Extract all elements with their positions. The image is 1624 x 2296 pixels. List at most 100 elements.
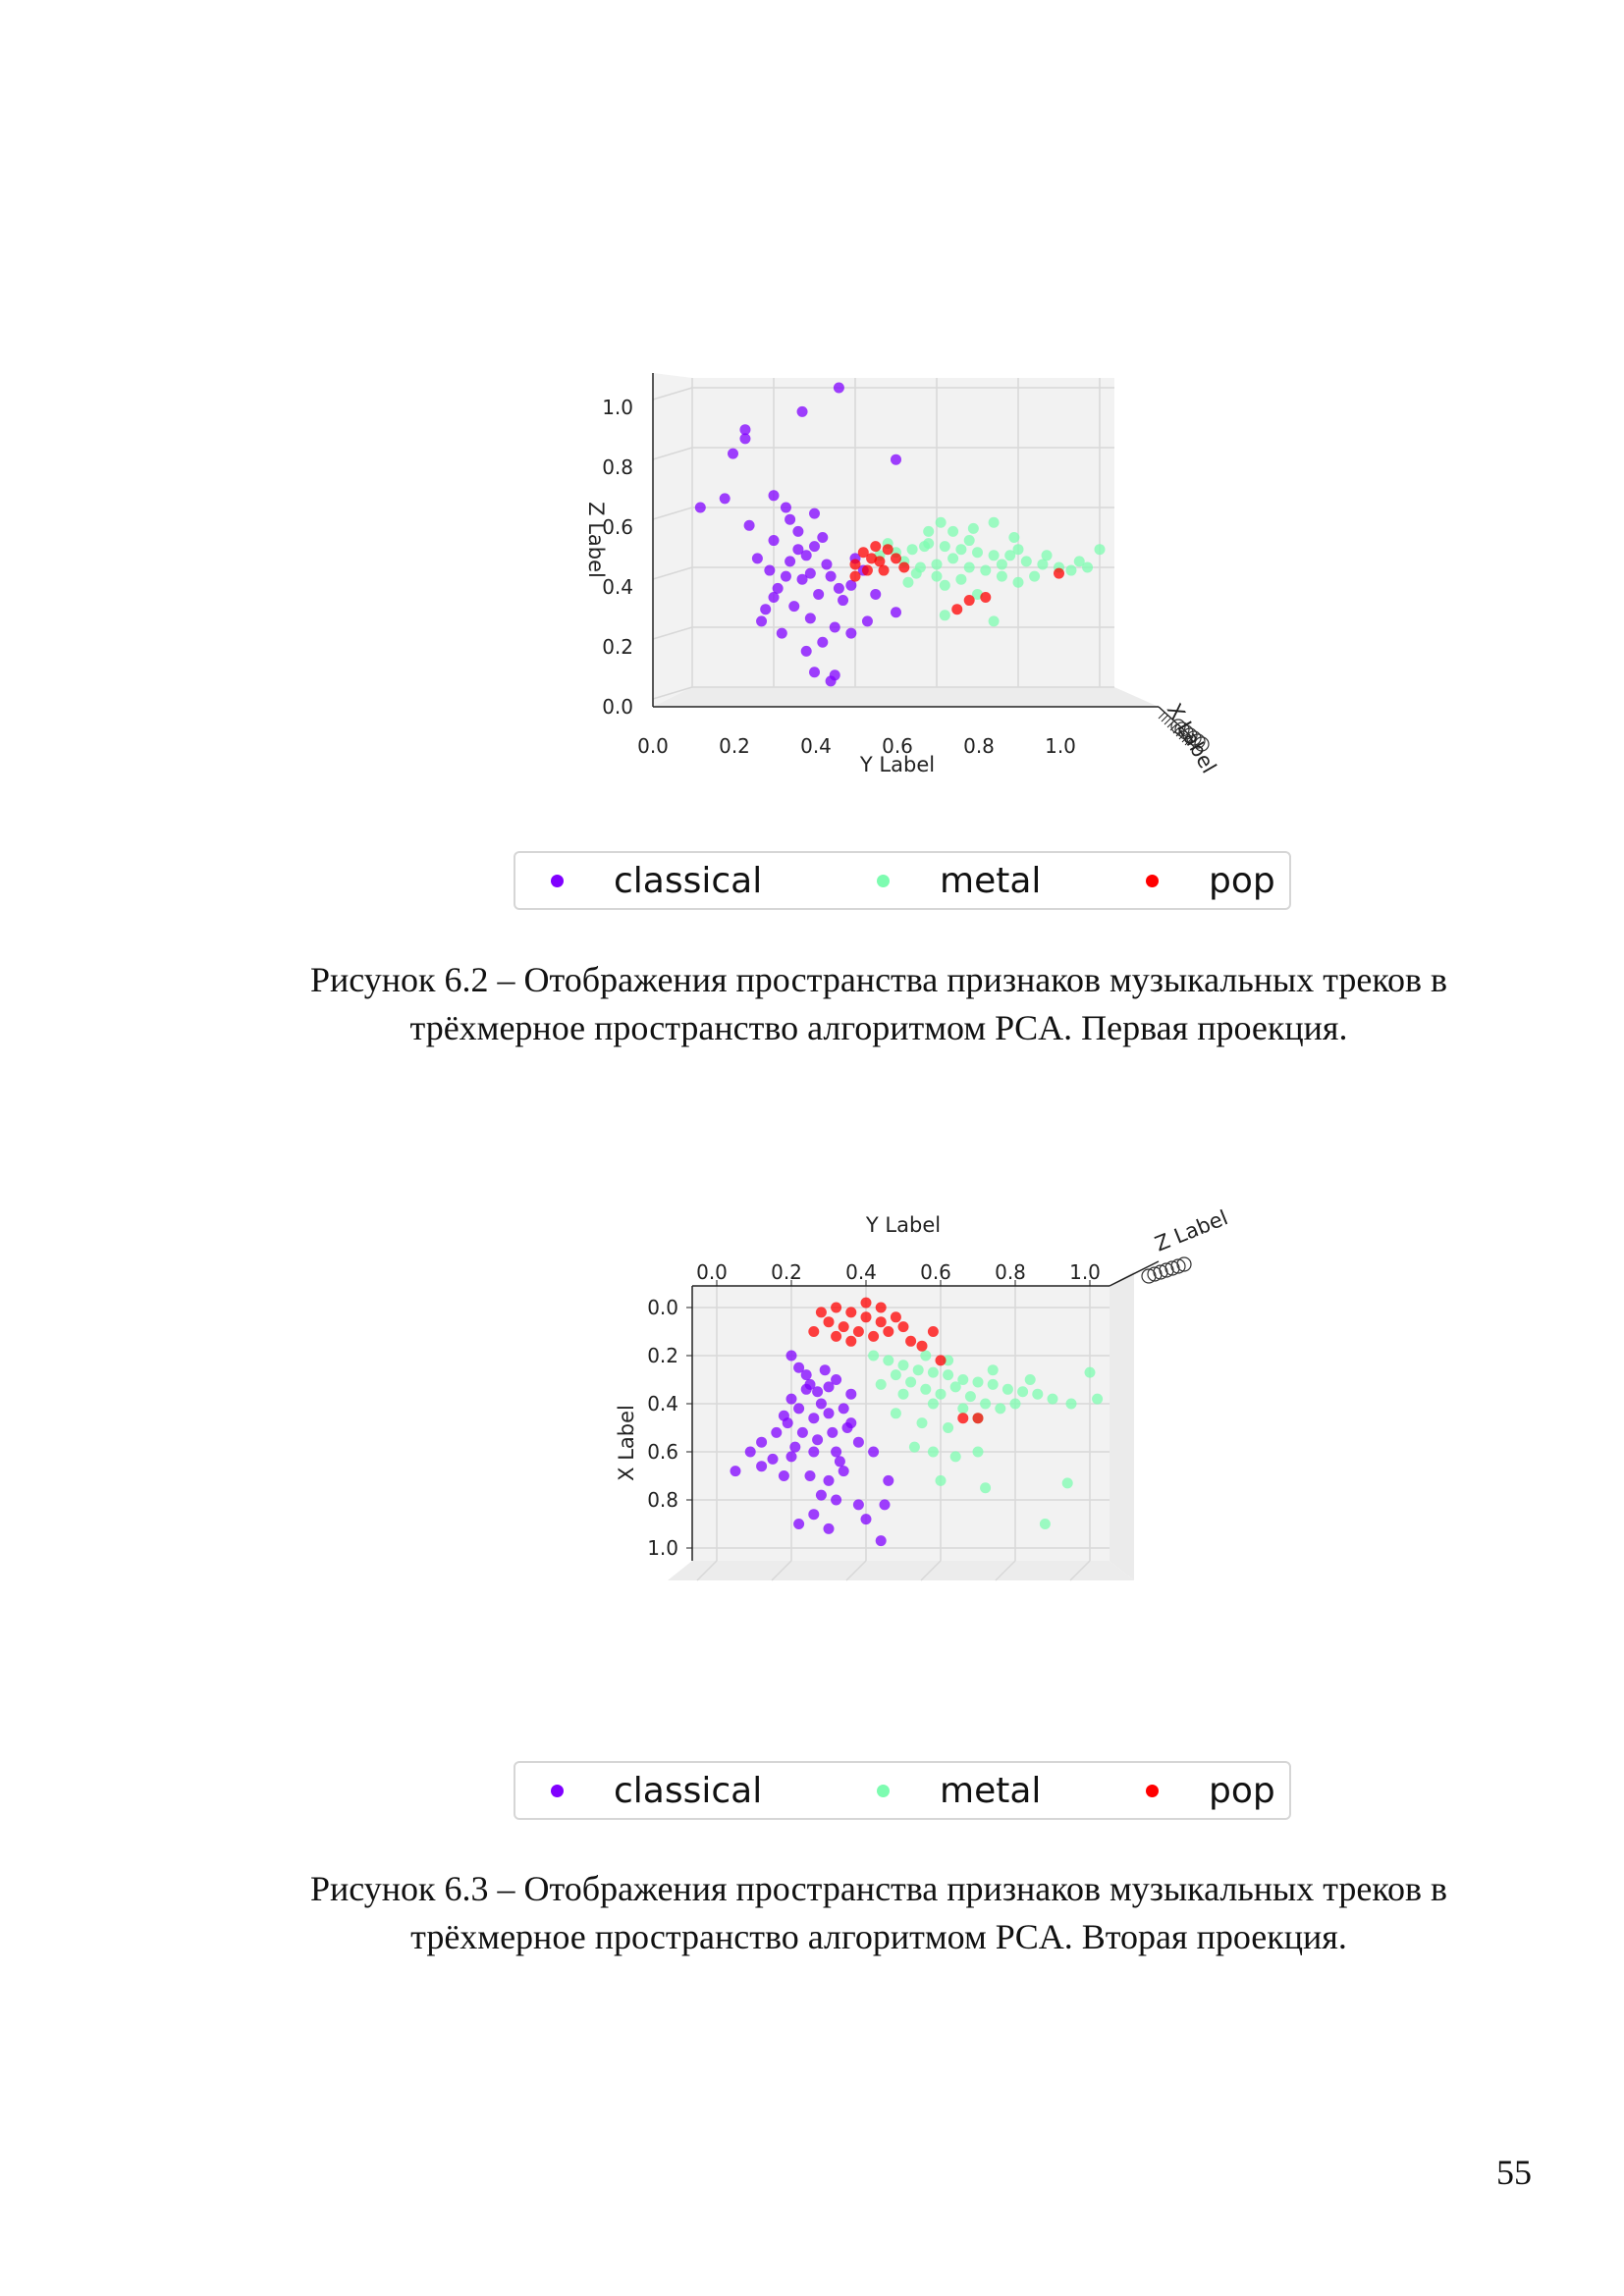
figure-1-y-tick-label: 1.0 [602, 396, 633, 419]
figure-1-point-classical [891, 607, 901, 618]
legend-label-metal: metal [940, 860, 1042, 901]
figure-1-point-classical [809, 507, 820, 519]
figure-2-point-metal [957, 1374, 969, 1385]
figure-1-y-tick-label: 0.8 [602, 455, 633, 479]
figure-1-point-classical [804, 567, 816, 579]
figure-1-z-tick-label-overlap [1178, 724, 1194, 740]
figure-1-point-metal [1037, 559, 1049, 570]
figure-2-point-classical [756, 1436, 768, 1448]
figure-1-point-classical [768, 592, 780, 603]
figure-2-point-pop [808, 1326, 820, 1337]
figure-2-point-pop [875, 1302, 887, 1313]
figure-2-x-tick-label: 0.4 [845, 1260, 877, 1284]
figure-2-z-tick-label-overlap [1159, 1262, 1174, 1278]
figure-2-gridline-floor [1069, 1560, 1091, 1581]
figure-1-point-metal [980, 564, 992, 576]
figure-2-gridline-floor [845, 1560, 867, 1581]
figure-2-gridline-floor [920, 1560, 942, 1581]
figure-1-point-classical [785, 556, 796, 567]
figure-2-gridline-floor [771, 1560, 792, 1581]
figure-2-point-pop [860, 1297, 872, 1308]
figure-1-point-classical [870, 588, 882, 600]
figure-1-point-classical [804, 613, 816, 624]
figure-1-x-axis-label: Y Label [859, 753, 935, 776]
figure-1-point-metal [931, 570, 943, 582]
figure-1-point-metal [1004, 550, 1016, 561]
figure-1-point-metal [996, 570, 1007, 582]
figure-1-point-metal [906, 544, 918, 556]
figure-1-point-pop [951, 604, 963, 615]
legend-label-classical: classical [614, 1770, 763, 1811]
figure-1-point-metal [1012, 544, 1024, 556]
figure-1-point-pop [882, 544, 893, 556]
figure-2-z-axis-label: Z Label [1152, 1205, 1231, 1255]
figure-2-point-classical [812, 1386, 824, 1398]
figure-2-point-classical [860, 1514, 872, 1525]
figure-2-point-pop [831, 1330, 842, 1342]
figure-2-point-pop [897, 1321, 909, 1333]
figure-2-point-metal [949, 1381, 961, 1393]
figure-2-y-tick-label: 0.8 [647, 1488, 678, 1512]
figure-1-point-metal [963, 535, 975, 547]
figure-2-point-pop [845, 1307, 857, 1318]
figure-2-point-classical [800, 1369, 812, 1381]
figure-1-point-metal [955, 573, 967, 585]
figure-1-z-tick-label-overlap [1194, 736, 1210, 752]
figure-1-point-metal [935, 516, 947, 528]
figure-2-plot: 0.0 0.2 0.4 0.6 0.8 1.0 0.0 0.2 0.4 0.6 0.8 1.0 Y … [615, 1205, 1231, 1581]
figure-1-caption-line-2: трёхмерное пространство алгоритмом PCA. … [409, 1008, 1348, 1047]
figure-1-point-classical [861, 615, 873, 627]
figure-2-point-classical [823, 1381, 835, 1393]
figure-2-point-classical [819, 1364, 831, 1376]
figure-2-x-tick-label: 0.2 [771, 1260, 802, 1284]
legend-item-classical: classical [551, 853, 762, 908]
figure-2-point-pop [916, 1340, 928, 1352]
figure-2-point-pop [957, 1413, 969, 1424]
figure-2-x-axis-label: Y Label [865, 1213, 941, 1237]
legend-marker-classical [551, 874, 564, 887]
figure-2-point-classical [812, 1434, 824, 1446]
figure-2-point-metal [1001, 1383, 1013, 1395]
legend-marker-metal [877, 874, 890, 887]
figure-1-point-metal [963, 561, 975, 573]
figure-1-gridline-side [652, 626, 693, 640]
figure-2-point-classical [804, 1470, 816, 1481]
figure-1-point-classical [796, 573, 808, 585]
figure-1-x-tick-label: 0.6 [882, 734, 913, 758]
figure-1-point-pop [891, 553, 901, 564]
figure-1-y-axis-label: Z Label [584, 502, 608, 578]
figure-2-point-pop [831, 1302, 842, 1313]
figure-2-point-classical [831, 1494, 842, 1506]
figure-2-point-classical [744, 1446, 756, 1458]
figure-1-point-metal [1082, 561, 1094, 573]
figure-1-point-classical [792, 525, 804, 537]
figure-2-z-tick-label-overlap [1176, 1256, 1192, 1272]
figure-2-z-tick-label-overlap [1170, 1258, 1186, 1274]
figure-1-point-classical [780, 502, 791, 513]
figure-2-point-classical [875, 1535, 887, 1547]
figure-1-point-classical [792, 544, 804, 556]
figure-2-z-tick-label-overlap [1153, 1264, 1168, 1280]
figure-1-point-metal [1020, 556, 1032, 567]
figure-1-point-classical [817, 532, 829, 543]
figure-1-point-pop [980, 592, 992, 603]
figure-1-point-pop [857, 547, 869, 559]
figure-1-point-metal [1073, 556, 1085, 567]
figure-2-point-classical [827, 1426, 839, 1438]
figure-2-point-metal [1047, 1393, 1058, 1405]
figure-1-point-pop [898, 561, 910, 573]
figure-1-point-metal [947, 525, 959, 537]
figure-1-point-metal [1041, 550, 1053, 561]
figure-1-z-tick [1164, 718, 1171, 725]
figure-2-point-classical [831, 1374, 842, 1385]
figure-2-point-pop [860, 1311, 872, 1323]
figure-2-point-pop [845, 1335, 857, 1347]
figure-1-point-metal [1029, 570, 1041, 582]
figure-2-point-classical [785, 1350, 797, 1362]
figure-2-point-pop [972, 1413, 984, 1424]
figure-1-point-classical [845, 627, 857, 639]
figure-1-point-pop [878, 564, 890, 576]
figure-2-y-tick-label: 0.2 [647, 1344, 678, 1367]
figure-1-point-classical [821, 559, 833, 570]
figure-1-point-metal [988, 615, 1000, 627]
